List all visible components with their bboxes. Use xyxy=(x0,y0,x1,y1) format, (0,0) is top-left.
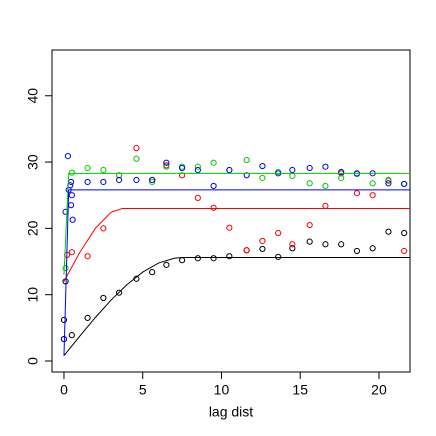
point xyxy=(163,163,170,170)
point xyxy=(275,253,282,260)
point xyxy=(115,172,123,179)
point xyxy=(194,166,201,174)
point xyxy=(210,182,217,190)
point xyxy=(322,182,329,190)
point xyxy=(226,166,233,174)
point xyxy=(289,166,296,174)
x-tick-label: 20 xyxy=(371,382,387,398)
point xyxy=(194,255,201,262)
point xyxy=(259,174,266,182)
x-tick-label: 10 xyxy=(214,382,230,398)
point xyxy=(306,238,313,245)
point xyxy=(338,174,345,182)
point xyxy=(194,163,201,170)
point xyxy=(385,180,392,187)
point xyxy=(243,247,250,254)
x-tick-label: 15 xyxy=(292,382,308,398)
y-tick-label: 30 xyxy=(25,154,41,170)
point xyxy=(178,257,186,264)
fit-line xyxy=(63,172,410,275)
point xyxy=(369,245,376,252)
point xyxy=(385,176,392,184)
point xyxy=(275,229,282,237)
point xyxy=(353,247,361,255)
point xyxy=(133,176,140,184)
point xyxy=(100,225,107,232)
point xyxy=(243,172,250,179)
point xyxy=(306,164,313,172)
point xyxy=(259,245,266,253)
x-axis-label: lag dist xyxy=(209,404,253,420)
point xyxy=(401,247,408,255)
point xyxy=(322,241,329,248)
y-tick-label: 10 xyxy=(25,287,41,303)
plot-frame xyxy=(51,49,411,373)
point xyxy=(163,159,170,166)
point xyxy=(338,241,345,248)
point xyxy=(163,261,170,268)
point xyxy=(226,224,233,231)
y-tick-label: 0 xyxy=(25,357,41,365)
point xyxy=(68,192,75,199)
point xyxy=(149,269,156,276)
point xyxy=(149,176,156,184)
point xyxy=(369,180,376,187)
point xyxy=(68,169,75,176)
fit-line xyxy=(63,207,410,282)
point xyxy=(64,152,72,160)
point xyxy=(68,332,75,339)
point xyxy=(178,172,186,179)
x-tick-label: 0 xyxy=(60,382,68,398)
point xyxy=(226,253,233,260)
point xyxy=(306,180,313,187)
point xyxy=(369,192,376,199)
point xyxy=(259,162,266,170)
point xyxy=(67,178,75,186)
point xyxy=(210,204,217,211)
point xyxy=(259,237,266,245)
plot-area xyxy=(60,145,410,357)
point xyxy=(178,164,186,172)
point xyxy=(210,255,217,262)
point xyxy=(289,172,296,180)
point xyxy=(69,216,76,223)
point xyxy=(62,265,69,272)
point xyxy=(385,228,392,235)
point xyxy=(115,176,123,184)
point xyxy=(67,202,75,209)
x-tick-label: 5 xyxy=(139,382,147,398)
fit-line xyxy=(63,189,410,356)
point xyxy=(60,316,68,323)
fit-line xyxy=(63,257,410,357)
point xyxy=(353,190,361,197)
point xyxy=(243,156,250,164)
point xyxy=(322,163,329,170)
point xyxy=(100,166,107,174)
point xyxy=(194,194,201,201)
point xyxy=(149,178,156,186)
point xyxy=(338,168,345,176)
point xyxy=(84,164,91,172)
point xyxy=(68,249,75,256)
point xyxy=(84,314,91,321)
point xyxy=(133,155,140,162)
y-tick-label: 20 xyxy=(25,220,41,236)
y-tick-label: 40 xyxy=(25,88,41,104)
point xyxy=(322,202,329,209)
point xyxy=(100,294,107,302)
point xyxy=(289,245,296,252)
point xyxy=(133,145,140,152)
point xyxy=(289,241,296,248)
point xyxy=(401,229,408,237)
point xyxy=(100,178,107,186)
point xyxy=(401,180,408,188)
point xyxy=(84,178,91,186)
point xyxy=(115,289,123,296)
point xyxy=(306,221,313,229)
point xyxy=(84,253,91,260)
point xyxy=(210,159,217,166)
